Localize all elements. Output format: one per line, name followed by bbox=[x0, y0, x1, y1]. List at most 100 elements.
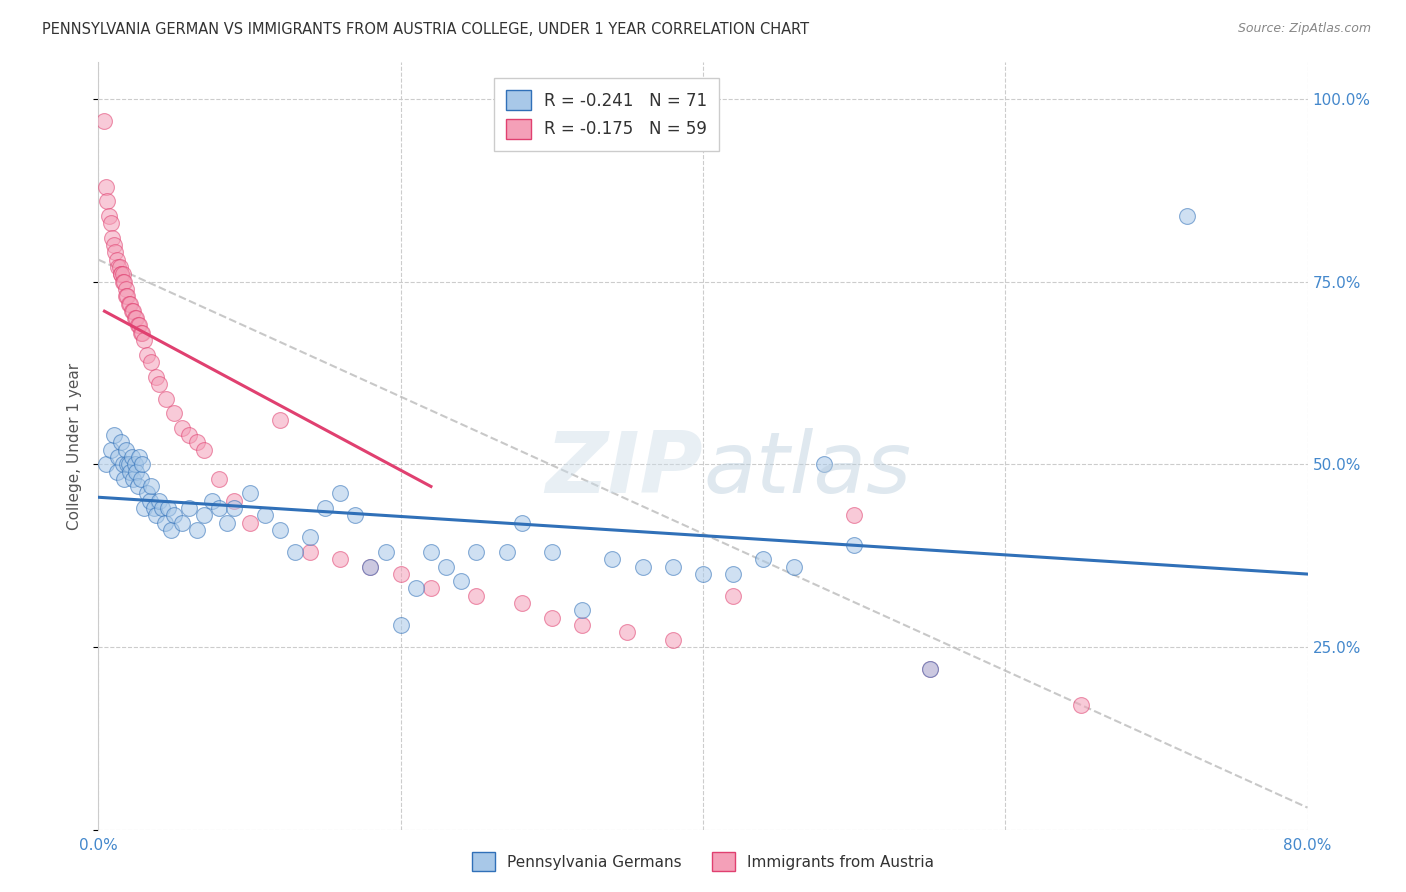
Point bbox=[107, 260, 129, 274]
Point bbox=[112, 472, 135, 486]
Point bbox=[121, 450, 143, 464]
Point bbox=[495, 545, 517, 559]
Point bbox=[571, 618, 593, 632]
Point bbox=[540, 610, 562, 624]
Point bbox=[374, 545, 396, 559]
Point bbox=[114, 289, 136, 303]
Point bbox=[98, 209, 121, 223]
Point bbox=[118, 296, 141, 310]
Point bbox=[616, 625, 638, 640]
Point bbox=[127, 318, 149, 333]
Point bbox=[107, 450, 129, 464]
Point bbox=[110, 268, 132, 282]
Point bbox=[752, 552, 775, 566]
Point bbox=[111, 268, 134, 282]
Point bbox=[148, 376, 170, 391]
Point bbox=[170, 421, 193, 435]
Text: Source: ZipAtlas.com: Source: ZipAtlas.com bbox=[1237, 22, 1371, 36]
Point bbox=[179, 501, 201, 516]
Point bbox=[918, 662, 941, 676]
Text: atlas: atlas bbox=[703, 427, 911, 510]
Point bbox=[253, 508, 276, 523]
Point bbox=[360, 559, 382, 574]
Point bbox=[571, 603, 593, 617]
Point bbox=[110, 268, 132, 282]
Point bbox=[193, 508, 215, 523]
Point bbox=[208, 501, 231, 516]
Point bbox=[692, 566, 714, 581]
Point bbox=[360, 559, 382, 574]
Point bbox=[135, 486, 157, 500]
Point bbox=[389, 566, 412, 581]
Point bbox=[299, 545, 322, 559]
Point bbox=[128, 450, 150, 464]
Point bbox=[844, 508, 866, 523]
Point bbox=[103, 428, 125, 442]
Point bbox=[141, 355, 163, 369]
Point bbox=[186, 523, 208, 537]
Point bbox=[115, 457, 138, 471]
Point bbox=[224, 501, 246, 516]
Point bbox=[110, 435, 132, 450]
Point bbox=[510, 516, 533, 530]
Point bbox=[844, 538, 866, 552]
Point bbox=[135, 348, 157, 362]
Point bbox=[129, 326, 152, 340]
Point bbox=[465, 545, 488, 559]
Point bbox=[269, 523, 291, 537]
Point bbox=[111, 275, 134, 289]
Point bbox=[661, 559, 683, 574]
Point bbox=[132, 333, 155, 347]
Point bbox=[344, 508, 367, 523]
Point bbox=[148, 493, 170, 508]
Point bbox=[186, 435, 208, 450]
Point bbox=[114, 282, 136, 296]
Point bbox=[131, 326, 153, 340]
Point bbox=[405, 582, 427, 596]
Point bbox=[111, 457, 134, 471]
Point bbox=[193, 442, 215, 457]
Point bbox=[125, 311, 148, 326]
Point bbox=[269, 413, 291, 427]
Point bbox=[723, 589, 745, 603]
Point bbox=[661, 632, 683, 647]
Point bbox=[139, 493, 162, 508]
Point bbox=[540, 545, 562, 559]
Point bbox=[602, 552, 624, 566]
Point bbox=[100, 442, 122, 457]
Point bbox=[120, 296, 142, 310]
Point bbox=[127, 479, 149, 493]
Point bbox=[170, 516, 193, 530]
Point bbox=[389, 618, 412, 632]
Point bbox=[141, 479, 163, 493]
Point bbox=[101, 231, 124, 245]
Point bbox=[105, 465, 128, 479]
Point bbox=[150, 501, 173, 516]
Point bbox=[163, 508, 186, 523]
Point bbox=[284, 545, 307, 559]
Point bbox=[299, 530, 322, 544]
Point bbox=[120, 465, 142, 479]
Point bbox=[156, 501, 179, 516]
Point bbox=[314, 501, 336, 516]
Point bbox=[813, 457, 835, 471]
Point bbox=[131, 457, 153, 471]
Point bbox=[163, 406, 186, 420]
Point bbox=[918, 662, 941, 676]
Legend: Pennsylvania Germans, Immigrants from Austria: Pennsylvania Germans, Immigrants from Au… bbox=[465, 847, 941, 877]
Point bbox=[510, 596, 533, 610]
Point bbox=[1175, 209, 1198, 223]
Point bbox=[105, 252, 128, 267]
Point bbox=[103, 238, 125, 252]
Point bbox=[465, 589, 488, 603]
Point bbox=[104, 245, 127, 260]
Point bbox=[143, 501, 166, 516]
Point bbox=[329, 486, 352, 500]
Point bbox=[329, 552, 352, 566]
Point bbox=[239, 486, 262, 500]
Point bbox=[145, 508, 167, 523]
Point bbox=[124, 457, 146, 471]
Point bbox=[122, 303, 145, 318]
Point bbox=[179, 428, 201, 442]
Point bbox=[121, 303, 143, 318]
